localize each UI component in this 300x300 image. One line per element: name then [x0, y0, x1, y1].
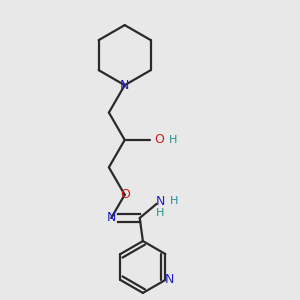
Text: H: H — [169, 135, 177, 145]
Text: N: N — [156, 195, 165, 208]
Text: N: N — [164, 274, 174, 286]
Text: N: N — [120, 79, 129, 92]
Text: H: H — [170, 196, 178, 206]
Text: N: N — [106, 212, 116, 224]
Text: H: H — [156, 208, 165, 218]
Text: O: O — [120, 188, 130, 201]
Text: O: O — [154, 134, 164, 146]
